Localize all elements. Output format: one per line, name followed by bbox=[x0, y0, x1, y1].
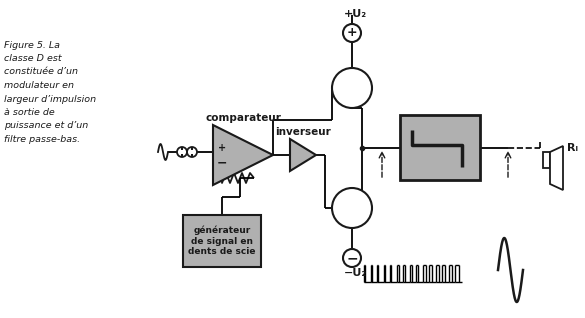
Text: inverseur: inverseur bbox=[275, 127, 331, 137]
Text: −: − bbox=[217, 156, 227, 169]
Text: +U₂: +U₂ bbox=[343, 9, 367, 19]
Text: +: + bbox=[218, 143, 226, 153]
Text: Figure 5. La: Figure 5. La bbox=[4, 40, 60, 50]
Text: −U₂: −U₂ bbox=[343, 268, 367, 278]
Text: largeur d’impulsion: largeur d’impulsion bbox=[4, 94, 96, 103]
FancyBboxPatch shape bbox=[183, 215, 261, 267]
Text: puissance et d’un: puissance et d’un bbox=[4, 121, 88, 130]
Text: modulateur en: modulateur en bbox=[4, 81, 74, 90]
Text: constituée d’un: constituée d’un bbox=[4, 67, 78, 77]
Circle shape bbox=[332, 68, 372, 108]
Text: filtre passe-bas.: filtre passe-bas. bbox=[4, 135, 80, 144]
Text: Rₗ: Rₗ bbox=[567, 143, 579, 153]
Polygon shape bbox=[550, 146, 563, 190]
Text: comparateur: comparateur bbox=[205, 113, 281, 123]
Polygon shape bbox=[290, 139, 316, 171]
Text: +: + bbox=[347, 26, 357, 39]
FancyBboxPatch shape bbox=[400, 115, 480, 180]
Text: −: − bbox=[346, 251, 358, 265]
Circle shape bbox=[332, 188, 372, 228]
Polygon shape bbox=[213, 125, 273, 185]
FancyBboxPatch shape bbox=[543, 152, 550, 168]
Text: à sortie de: à sortie de bbox=[4, 108, 55, 117]
Text: classe D est: classe D est bbox=[4, 54, 61, 63]
Text: générateur
de signal en
dents de scie: générateur de signal en dents de scie bbox=[188, 226, 256, 256]
